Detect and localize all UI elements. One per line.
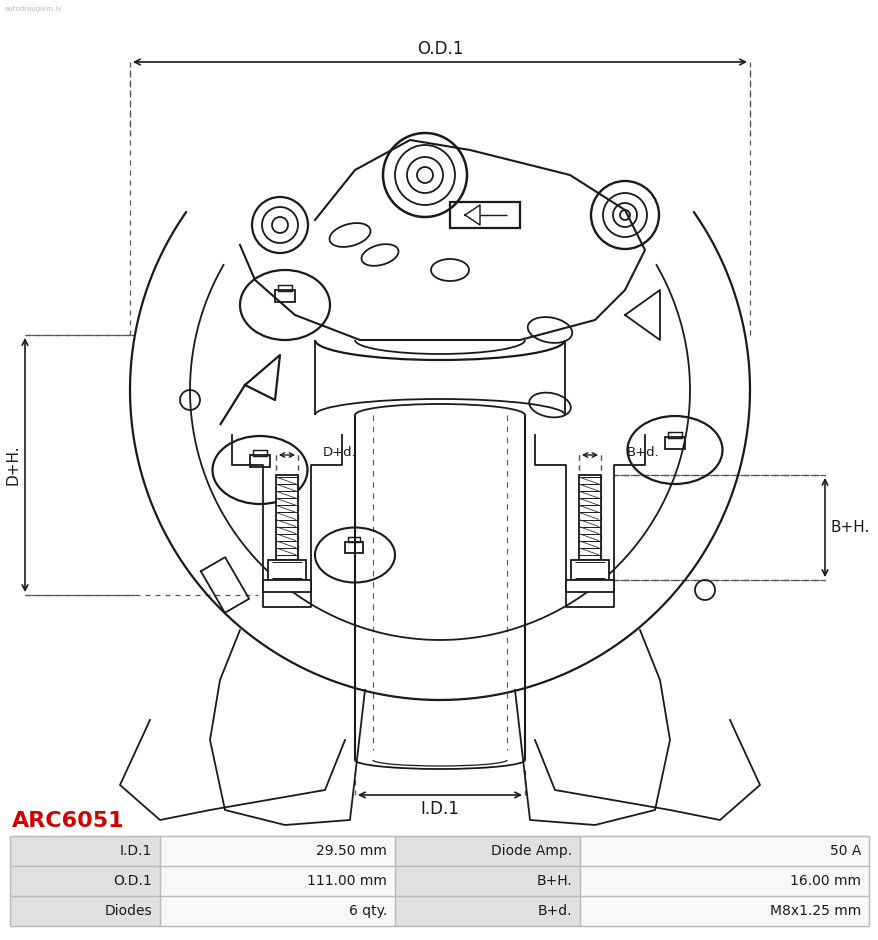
Bar [10, 866, 160, 896]
Text: Diode Amp.: Diode Amp. [490, 844, 572, 858]
Text: B+H.: B+H. [536, 874, 572, 888]
Bar [579, 866, 868, 896]
Text: 16.00 mm: 16.00 mm [789, 874, 860, 888]
Bar [263, 580, 311, 592]
Bar [394, 836, 579, 866]
Bar [579, 475, 601, 560]
Text: M8x1.25 mm: M8x1.25 mm [769, 904, 860, 918]
Bar [275, 290, 295, 302]
Bar [450, 202, 520, 228]
Text: B+H.: B+H. [830, 520, 868, 535]
Text: 29.50 mm: 29.50 mm [316, 844, 386, 858]
Bar [276, 475, 298, 560]
Bar [160, 836, 394, 866]
Bar [344, 542, 363, 553]
Bar [160, 896, 394, 926]
Text: I.D.1: I.D.1 [420, 800, 459, 818]
Text: O.D.1: O.D.1 [416, 40, 463, 58]
Text: D+H.: D+H. [5, 445, 20, 485]
Text: D+d.: D+d. [323, 446, 356, 460]
Bar [667, 432, 681, 438]
Bar [665, 437, 684, 449]
Bar [268, 560, 306, 580]
Bar [253, 450, 267, 456]
Bar [394, 896, 579, 926]
Bar [348, 537, 360, 542]
Bar [565, 580, 614, 592]
Bar [10, 836, 160, 866]
Text: autodraugiem.lv: autodraugiem.lv [5, 6, 62, 12]
Bar [10, 896, 160, 926]
Text: Diodes: Diodes [104, 904, 152, 918]
Bar [579, 836, 868, 866]
Text: I.D.1: I.D.1 [119, 844, 152, 858]
Bar [160, 866, 394, 896]
Bar [394, 866, 579, 896]
Bar [249, 455, 270, 467]
Text: B+d.: B+d. [626, 446, 658, 460]
Bar [579, 896, 868, 926]
Bar [277, 285, 291, 291]
Text: 50 A: 50 A [829, 844, 860, 858]
Text: 111.00 mm: 111.00 mm [306, 874, 386, 888]
Bar [571, 560, 608, 580]
Text: 6 qty.: 6 qty. [349, 904, 386, 918]
Text: O.D.1: O.D.1 [113, 874, 152, 888]
Text: B+d.: B+d. [536, 904, 572, 918]
Text: ARC6051: ARC6051 [12, 811, 125, 831]
